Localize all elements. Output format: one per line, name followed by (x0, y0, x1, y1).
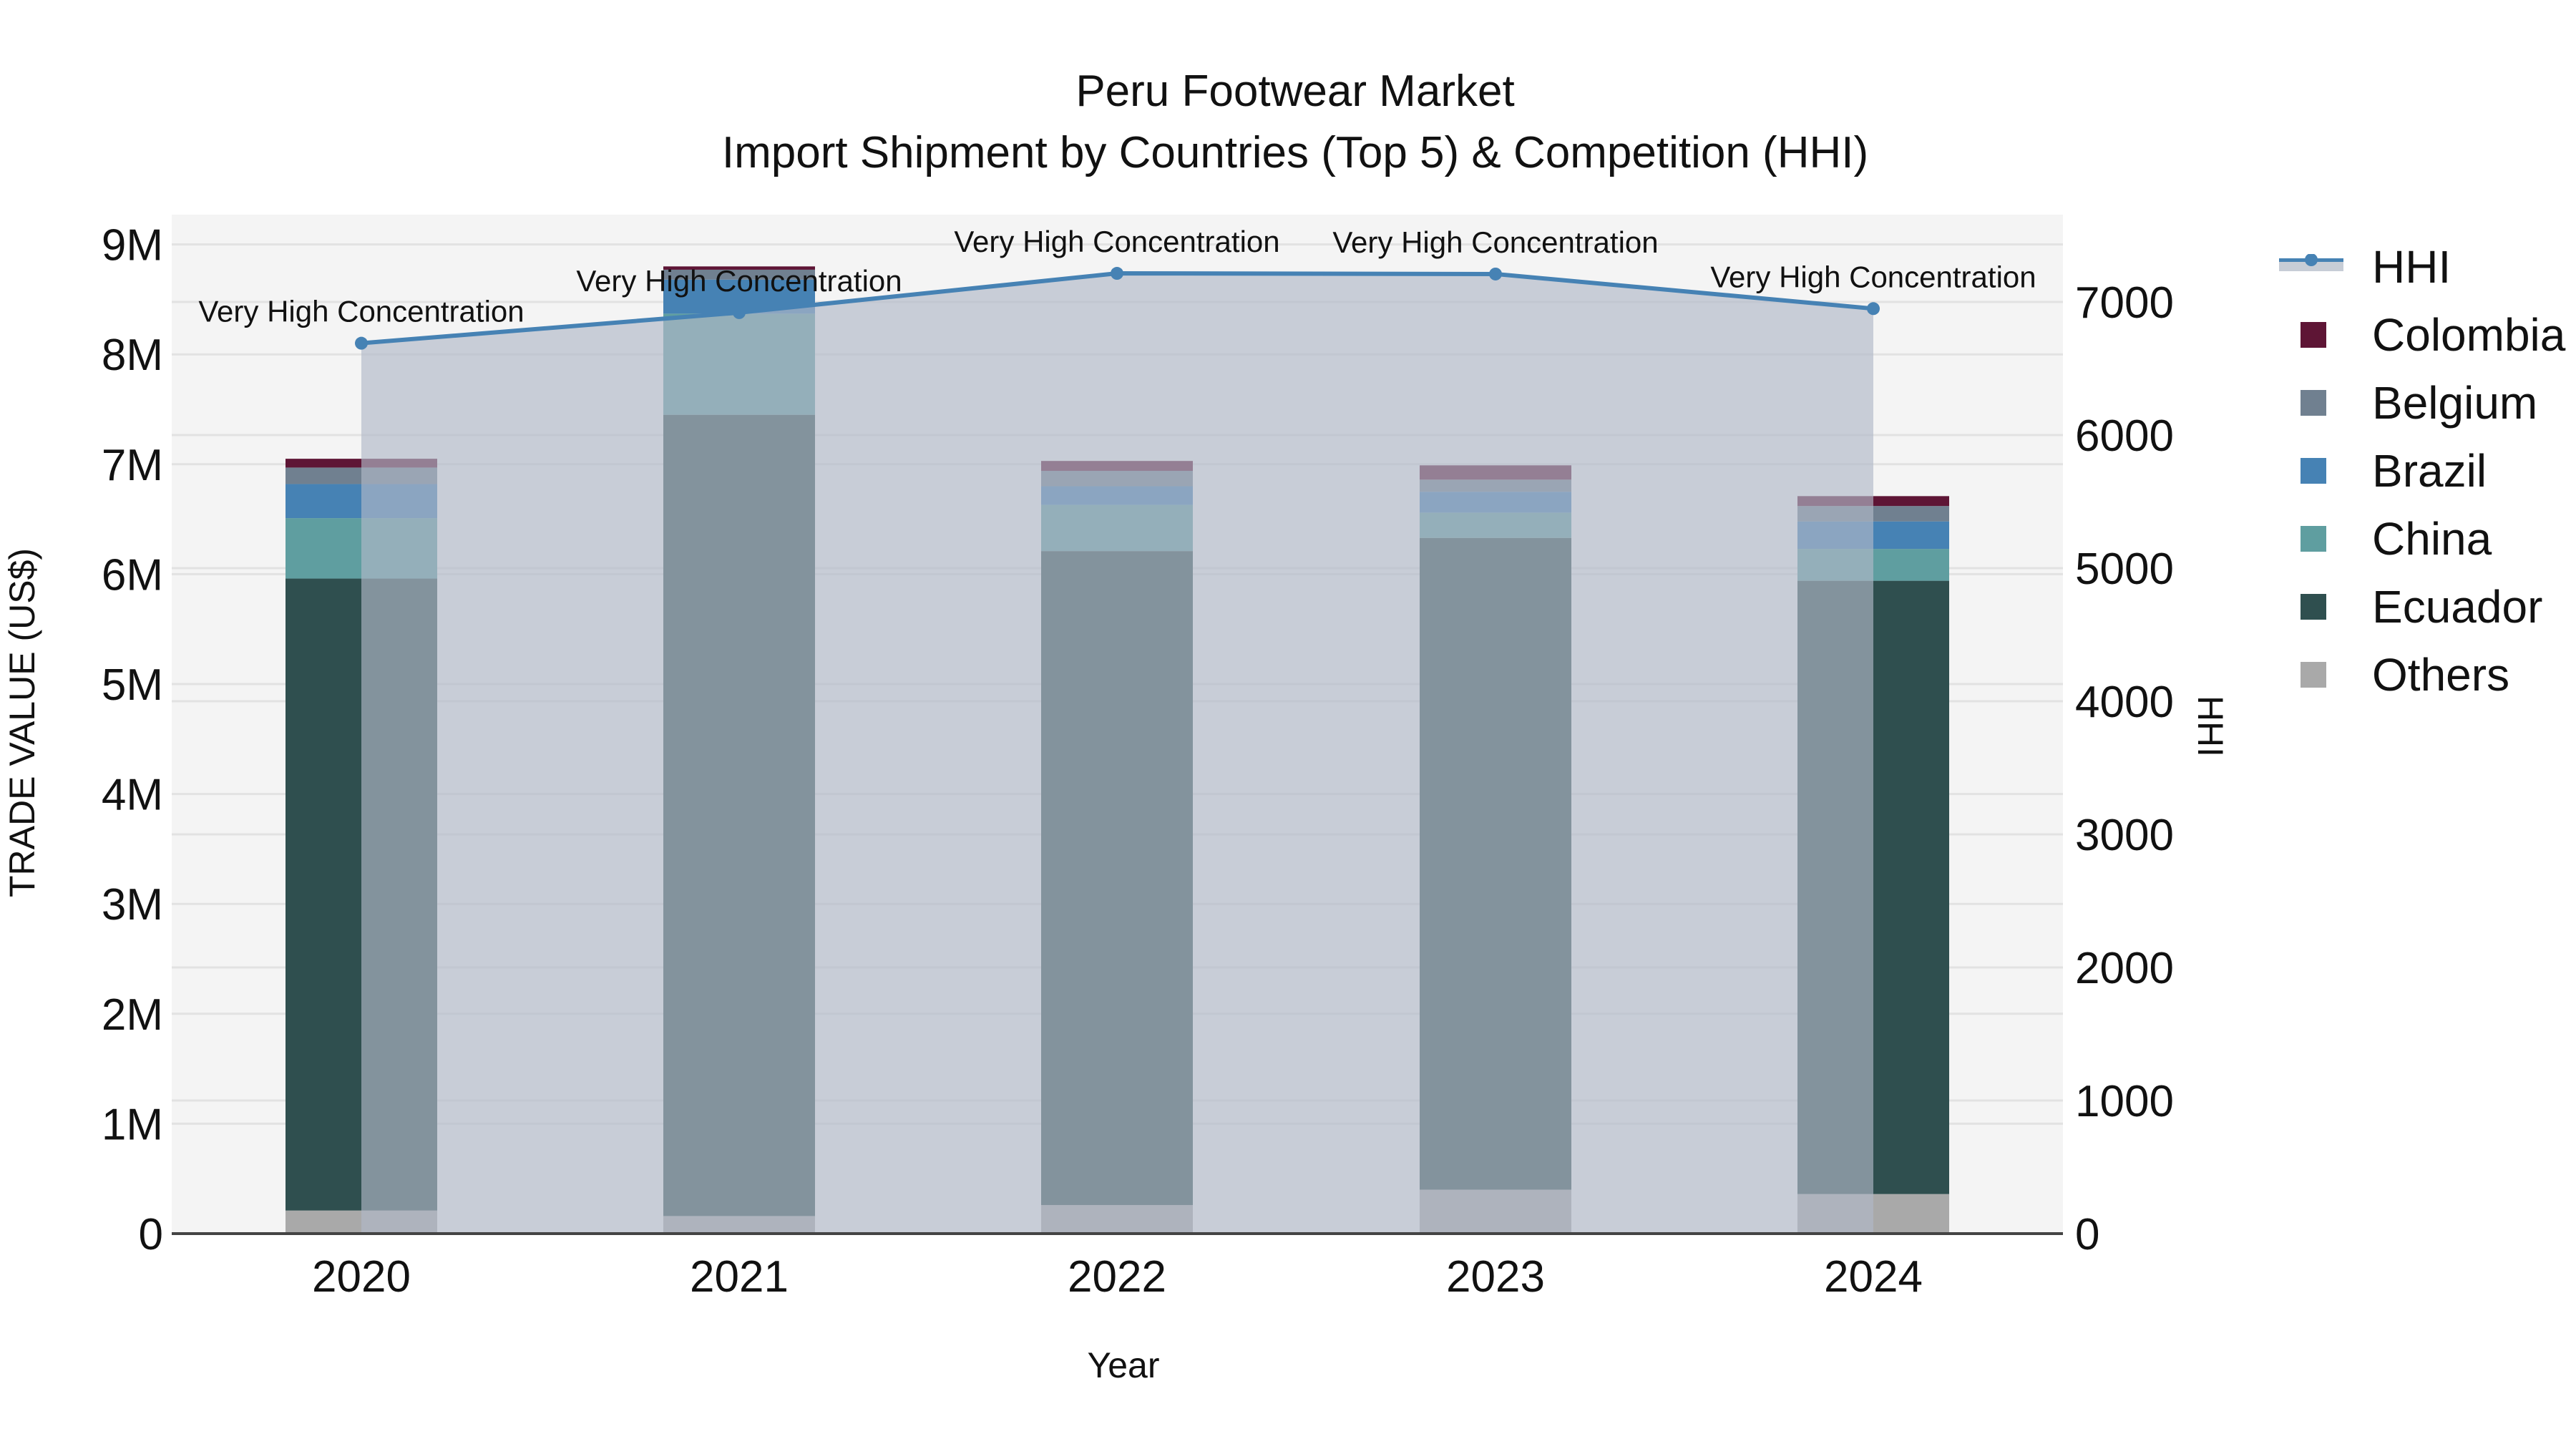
hhi-marker[interactable] (355, 336, 368, 350)
x-tick-label: 2022 (1068, 1252, 1166, 1302)
hhi-area (361, 273, 1873, 1234)
y-right-tick-label: 5000 (2075, 545, 2174, 594)
y-right-tick-label: 3000 (2075, 811, 2174, 860)
y-right-tick-label: 0 (2075, 1210, 2099, 1259)
hhi-marker[interactable] (1489, 267, 1502, 280)
chart-subtitle: Import Shipment by Countries (Top 5) & C… (721, 128, 1869, 177)
x-tick-label: 2021 (690, 1252, 789, 1302)
y-left-tick-label: 6M (102, 550, 163, 600)
hhi-annotation: Very High Concentration (198, 295, 524, 328)
y-left-tick-label: 4M (102, 771, 163, 820)
y-right-tick-label: 1000 (2075, 1077, 2174, 1126)
hhi-marker[interactable] (1867, 302, 1880, 316)
bar-segment-colombia[interactable] (663, 266, 815, 270)
hhi-annotation: Very High Concentration (576, 264, 902, 298)
y-right-tick-label: 7000 (2075, 278, 2174, 328)
square-swatch-icon (2301, 389, 2326, 416)
chart-title: Peru Footwear Market (1075, 67, 1515, 116)
square-swatch-icon (2301, 321, 2326, 348)
square-swatch-icon (2301, 525, 2326, 552)
y-left-tick-label: 9M (102, 221, 163, 270)
y-left-tick-label: 7M (102, 441, 163, 490)
y-left-tick-label: 0 (139, 1210, 163, 1259)
square-swatch-icon (2301, 593, 2326, 620)
hhi-annotation: Very High Concentration (1710, 260, 2036, 293)
y-left-tick-label: 2M (102, 990, 163, 1040)
y-left-tick-label: 8M (102, 331, 163, 380)
hhi-marker[interactable] (1111, 267, 1123, 280)
hhi-annotation: Very High Concentration (1332, 225, 1658, 259)
x-tick-label: 2023 (1446, 1252, 1545, 1302)
square-swatch-icon (2301, 661, 2326, 688)
legend-label: Colombia (2372, 308, 2566, 361)
y-right-tick-label: 2000 (2075, 944, 2174, 993)
hhi-series: Very High Concentration Very High Concent… (198, 225, 2036, 1234)
x-axis-title: Year (1087, 1345, 1159, 1385)
right-axis-ticks: 0 1000 2000 3000 4000 5000 6000 7000 (2075, 278, 2174, 1259)
y-right-axis-title: HHI (2190, 696, 2230, 757)
x-tick-label: 2020 (312, 1252, 411, 1302)
legend-label: Ecuador (2372, 580, 2543, 633)
legend-label: Belgium (2372, 376, 2538, 429)
legend-label: Others (2372, 648, 2510, 701)
bar-segment-belgium[interactable] (663, 269, 815, 280)
legend-label: China (2372, 512, 2492, 565)
y-left-tick-label: 3M (102, 880, 163, 930)
hhi-marker[interactable] (733, 306, 746, 319)
square-swatch-icon (2301, 457, 2326, 484)
left-axis-ticks: 0 1M 2M 3M 4M 5M 6M 7M 8M 9M (102, 221, 163, 1259)
legend-label: Brazil (2372, 444, 2487, 497)
y-right-tick-label: 6000 (2075, 411, 2174, 461)
y-left-tick-label: 5M (102, 660, 163, 710)
x-tick-label: 2024 (1824, 1252, 1923, 1302)
y-left-tick-label: 1M (102, 1100, 163, 1149)
legend-label: HHI (2372, 240, 2451, 293)
hhi-annotation: Very High Concentration (954, 225, 1279, 258)
x-axis-ticks: 2020 2021 2022 2023 2024 (312, 1252, 1923, 1302)
y-left-axis-title: TRADE VALUE (US$) (2, 548, 42, 897)
y-right-tick-label: 4000 (2075, 678, 2174, 727)
line-marker-icon (2279, 254, 2343, 271)
